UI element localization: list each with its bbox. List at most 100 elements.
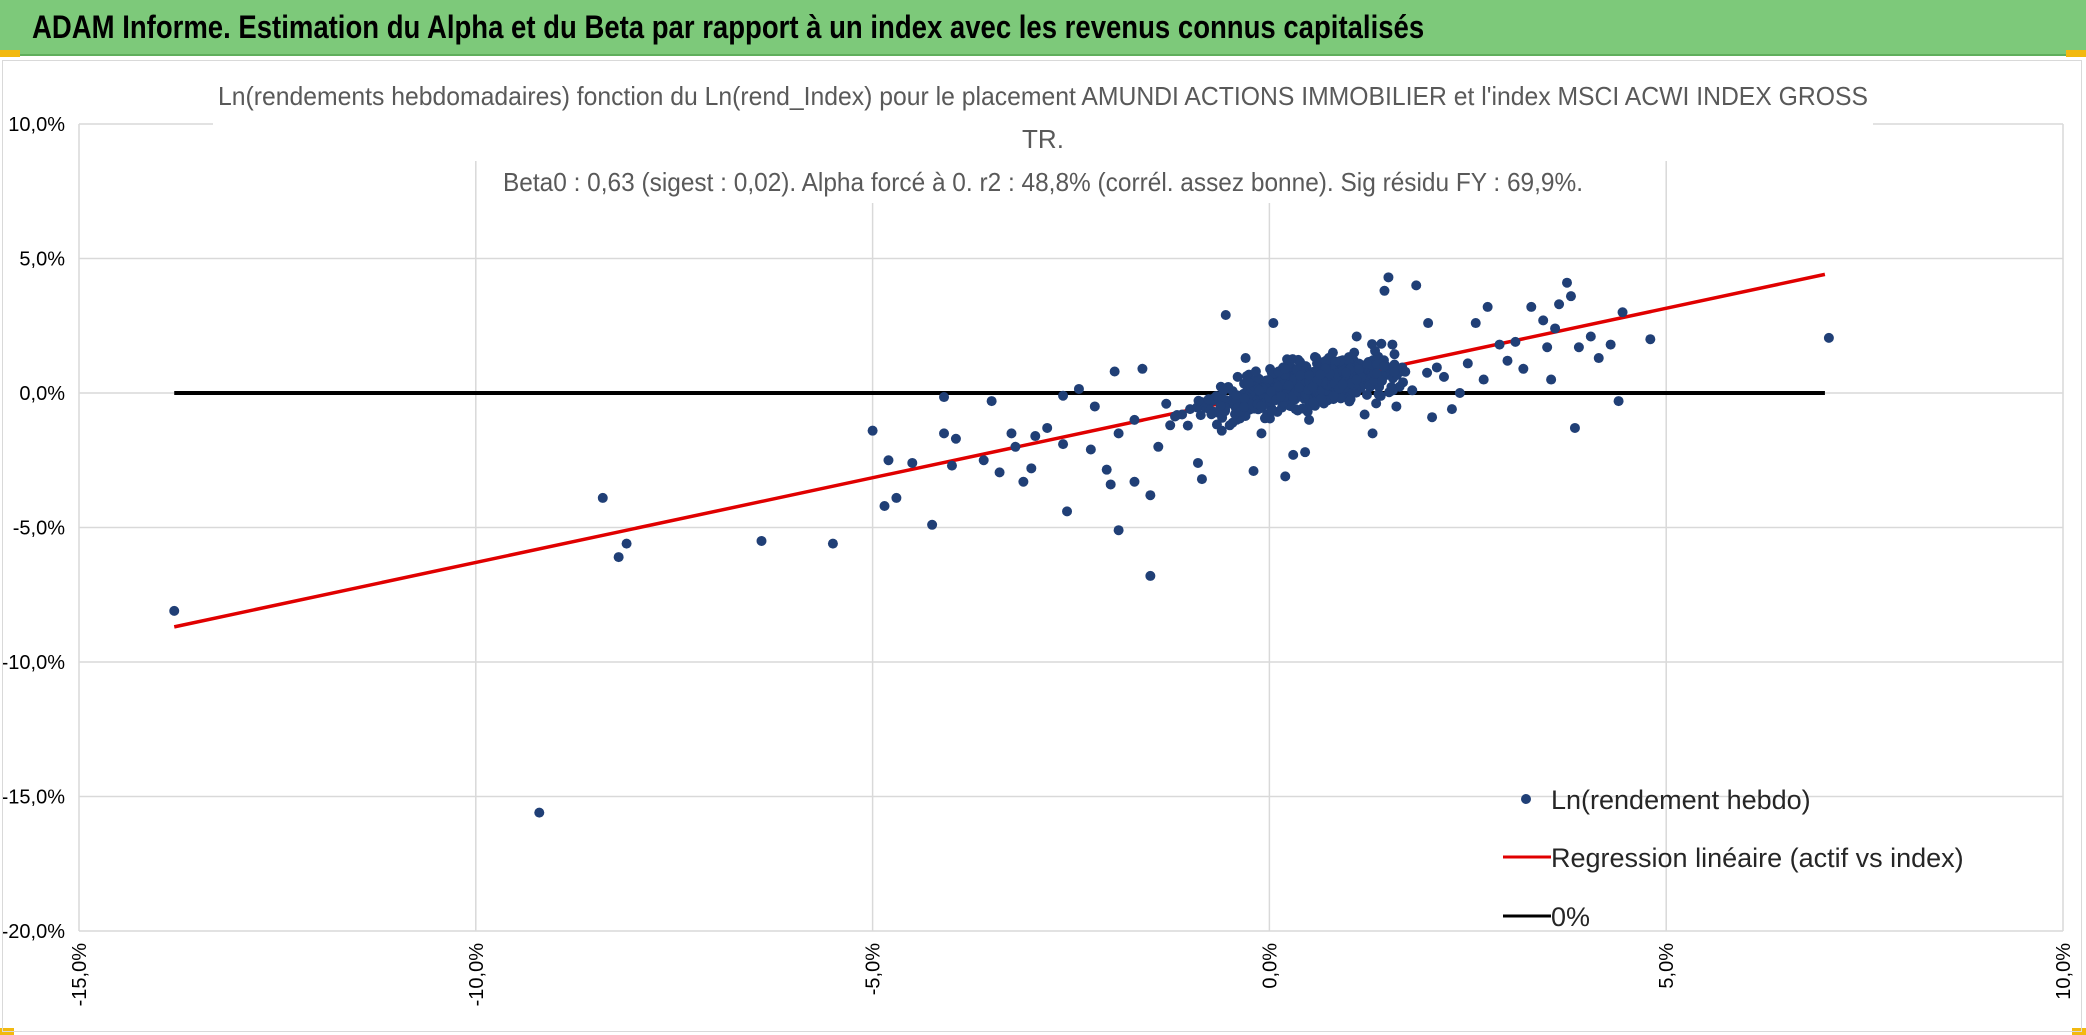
data-point (1427, 412, 1438, 423)
data-point (1196, 474, 1207, 485)
axis-tick-labels: -15,0% -10,0% -5,0% 0,0% 5,0% 10,0% 10,0% 5,0% 0… (3, 114, 2075, 1006)
data-point (1593, 353, 1604, 364)
data-point (907, 457, 918, 468)
scatter-chart: -15,0% -10,0% -5,0% 0,0% 5,0% 10,0% 10,0% 5,0% 0… (3, 65, 2075, 1006)
data-point (946, 460, 957, 471)
data-point (1359, 409, 1370, 420)
data-point (1370, 345, 1381, 356)
data-point (939, 392, 950, 403)
data-point (1294, 356, 1305, 367)
data-point (1215, 400, 1226, 411)
data-point (1030, 431, 1041, 442)
data-point (1378, 361, 1389, 372)
data-point (1478, 374, 1489, 385)
data-point (1389, 349, 1400, 360)
data-point (1239, 401, 1250, 412)
data-point (1353, 364, 1364, 375)
data-point (1129, 476, 1140, 487)
data-point (1337, 379, 1348, 390)
data-point (1315, 369, 1326, 380)
chart-lines (173, 272, 1826, 629)
data-point (1294, 382, 1305, 393)
data-point (1101, 464, 1112, 475)
data-point (1300, 447, 1311, 458)
data-point (597, 492, 608, 503)
data-point (1161, 398, 1172, 409)
data-point (1254, 385, 1265, 396)
data-point (1153, 441, 1164, 452)
data-point (1569, 422, 1580, 433)
data-point (1554, 299, 1565, 310)
data-point (1470, 318, 1481, 329)
data-point (1371, 368, 1382, 379)
data-point (1462, 358, 1473, 369)
data-point (1400, 366, 1411, 377)
data-point (1391, 401, 1402, 412)
data-point (1018, 476, 1029, 487)
data-point (1613, 396, 1624, 407)
data-point (1336, 392, 1347, 403)
data-point (1307, 381, 1318, 392)
data-point (534, 807, 545, 818)
x-tick-label: -10,0% (466, 943, 488, 1007)
data-point (1373, 389, 1384, 400)
data-point (1295, 370, 1306, 381)
data-point (1361, 389, 1372, 400)
y-tick-label: 10,0% (8, 114, 65, 136)
report-header: ADAM Informe. Estimation du Alpha et du … (0, 0, 2086, 56)
data-point (1248, 466, 1259, 477)
data-point (621, 538, 632, 549)
data-point (939, 428, 950, 439)
y-tick-label: -20,0% (3, 921, 65, 943)
data-point (1006, 428, 1017, 439)
data-point (1423, 318, 1434, 329)
chart-title-line-1: Ln(rendements hebdomadaires) fonction du… (218, 81, 1868, 111)
data-points (169, 272, 1834, 818)
data-point (613, 552, 624, 563)
data-point (1562, 277, 1572, 288)
data-point (1109, 366, 1120, 377)
data-point (1220, 309, 1231, 320)
chart-title-line-2: TR. (1022, 124, 1064, 154)
data-point (1510, 336, 1521, 347)
data-point (1379, 285, 1390, 296)
data-point (1446, 404, 1457, 415)
data-point (1494, 339, 1505, 350)
data-point (1192, 457, 1203, 468)
data-point (1482, 301, 1493, 312)
data-point (1383, 272, 1394, 283)
data-point (1538, 315, 1549, 326)
data-point (1206, 409, 1217, 420)
data-point (756, 535, 767, 546)
chart-title-background-line3 (493, 161, 1603, 203)
data-point (1573, 342, 1584, 353)
data-point (1282, 354, 1293, 365)
data-point (1145, 490, 1156, 501)
data-point (1617, 307, 1628, 318)
data-point (827, 538, 838, 549)
legend-label-zero: 0% (1551, 902, 1590, 932)
x-tick-label: 5,0% (1656, 943, 1678, 989)
y-tick-label: -15,0% (3, 787, 65, 809)
data-point (1182, 420, 1193, 431)
legend-label-regression: Regression linéaire (actif vs index) (1551, 843, 1964, 873)
data-point (1211, 419, 1222, 430)
data-point (1304, 370, 1315, 381)
data-point (1344, 396, 1355, 407)
data-point (1232, 371, 1243, 382)
data-point (1526, 301, 1537, 312)
data-point (1565, 291, 1576, 302)
data-point (1137, 363, 1148, 374)
data-point (978, 455, 989, 466)
data-point (1129, 414, 1140, 425)
data-point (1304, 414, 1315, 425)
data-point (1411, 280, 1422, 291)
chart-legend: Ln(rendement hebdo) Regression linéaire … (1503, 785, 1964, 932)
data-point (1073, 383, 1084, 394)
data-point (986, 396, 997, 407)
data-point (1308, 397, 1319, 408)
data-point (1243, 377, 1254, 388)
data-point (1288, 449, 1299, 460)
data-point (1195, 410, 1206, 421)
data-point (1311, 352, 1322, 363)
